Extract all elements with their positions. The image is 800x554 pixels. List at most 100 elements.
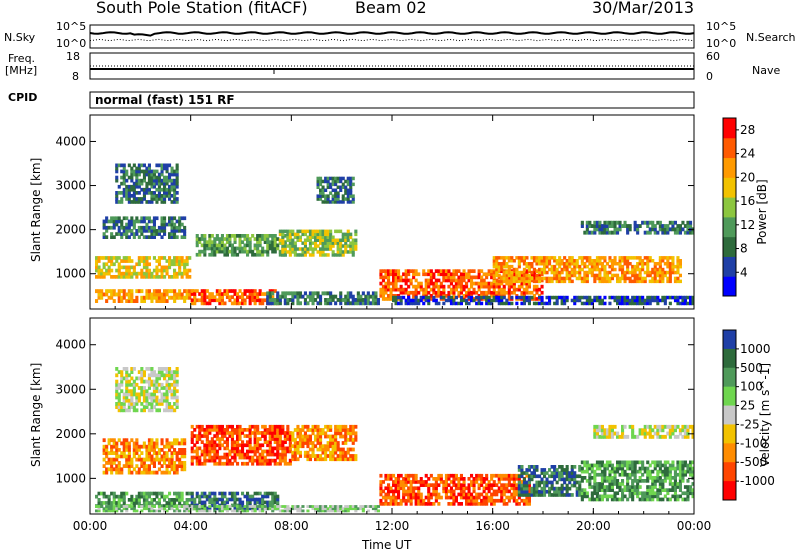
- heatmap-cell: [195, 240, 199, 244]
- heatmap-cell: [165, 408, 169, 413]
- heatmap-cell: [422, 272, 426, 277]
- heatmap-cell: [429, 297, 433, 301]
- heatmap-cell: [492, 270, 496, 275]
- heatmap-cell: [125, 370, 129, 374]
- heatmap-cell: [117, 467, 121, 472]
- heatmap-cell: [316, 457, 320, 462]
- heatmap-cell: [261, 434, 265, 438]
- heatmap-cell: [157, 191, 161, 195]
- heatmap-cell: [432, 486, 436, 491]
- heatmap-cell: [251, 449, 255, 454]
- heatmap-cell: [142, 464, 146, 468]
- heatmap-cell: [500, 267, 504, 272]
- heatmap-cell: [190, 289, 194, 293]
- heatmap-cell: [409, 498, 413, 503]
- heatmap-cell: [605, 270, 609, 275]
- heatmap-cell: [203, 301, 207, 306]
- heatmap-cell: [570, 493, 574, 497]
- heatmap-cell: [623, 298, 627, 303]
- heatmap-cell: [527, 267, 531, 272]
- heatmap-cell: [137, 448, 141, 452]
- heatmap-cell: [603, 488, 607, 492]
- heatmap-cell: [538, 287, 542, 292]
- heatmap-cell: [492, 502, 496, 506]
- heatmap-cell: [661, 224, 665, 228]
- heatmap-cell: [298, 291, 302, 296]
- heatmap-cell: [256, 455, 260, 460]
- heatmap-cell: [163, 187, 167, 192]
- heatmap-cell: [236, 295, 240, 299]
- heatmap-cell: [210, 243, 214, 248]
- heatmap-cell: [281, 250, 285, 254]
- heatmap-cell: [281, 294, 285, 299]
- heatmap-cell: [409, 298, 413, 303]
- heatmap-cell: [427, 278, 431, 283]
- heatmap-cell: [663, 479, 667, 483]
- heatmap-cell: [241, 240, 245, 244]
- heatmap-cell: [578, 256, 582, 260]
- y-tick-label: 1000: [55, 267, 86, 281]
- heatmap-cell: [130, 405, 134, 409]
- heatmap-cell: [334, 194, 338, 198]
- heatmap-cell: [147, 494, 151, 499]
- heatmap-cell: [618, 267, 622, 272]
- heatmap-cell: [656, 270, 660, 275]
- station-title: South Pole Station (fitACF): [96, 0, 308, 17]
- heatmap-cell: [291, 244, 295, 248]
- heatmap-cell: [293, 247, 297, 251]
- heatmap-cell: [646, 485, 650, 489]
- heatmap-cell: [130, 392, 134, 397]
- heatmap-cell: [555, 259, 559, 263]
- heatmap-cell: [633, 276, 637, 281]
- heatmap-cell: [248, 437, 252, 441]
- heatmap-cell: [122, 271, 126, 276]
- heatmap-cell: [565, 259, 569, 263]
- heatmap-cell: [137, 197, 141, 201]
- heatmap-cell: [178, 295, 182, 300]
- heatmap-cell: [115, 470, 119, 475]
- heatmap-cell: [626, 270, 630, 275]
- heatmap-cell: [497, 267, 501, 272]
- heatmap-cell: [110, 438, 114, 443]
- heatmap-cell: [646, 497, 650, 502]
- heatmap-cell: [163, 256, 167, 260]
- heatmap-cell: [175, 197, 179, 201]
- heatmap-cell: [331, 250, 335, 254]
- heatmap-cell: [314, 437, 318, 442]
- heatmap-cell: [485, 275, 489, 280]
- heatmap-cell: [130, 395, 134, 400]
- heatmap-cell: [142, 498, 146, 502]
- heatmap-cell: [188, 295, 192, 300]
- heatmap-cell: [515, 473, 519, 478]
- heatmap-cell: [331, 441, 335, 445]
- heatmap-cell: [326, 428, 330, 432]
- heatmap-cell: [130, 184, 134, 189]
- heatmap-cell: [412, 495, 416, 500]
- heatmap-cell: [127, 295, 131, 300]
- heatmap-cell: [220, 249, 224, 254]
- heatmap-cell: [444, 492, 448, 497]
- power-heatmap: [95, 163, 694, 306]
- heatmap-cell: [490, 495, 494, 500]
- heatmap-cell: [643, 479, 647, 483]
- heatmap-cell: [643, 469, 647, 474]
- heatmap-cell: [553, 295, 557, 300]
- heatmap-cell: [636, 491, 640, 496]
- heatmap-cell: [291, 241, 295, 245]
- heatmap-cell: [122, 402, 126, 406]
- heatmap-cell: [646, 230, 650, 235]
- heatmap-cell: [560, 270, 564, 275]
- heatmap-cell: [621, 256, 625, 260]
- heatmap-cell: [152, 464, 156, 468]
- heatmap-cell: [271, 289, 275, 293]
- heatmap-cell: [122, 216, 126, 221]
- heatmap-cell: [311, 428, 315, 432]
- heatmap-cell: [515, 295, 519, 300]
- heatmap-cell: [454, 301, 458, 306]
- heatmap-cell: [218, 298, 222, 303]
- heatmap-cell: [112, 219, 116, 224]
- heatmap-cell: [354, 298, 358, 302]
- heatmap-cell: [215, 449, 219, 454]
- heatmap-cell: [452, 294, 456, 298]
- heatmap-cell: [334, 444, 338, 449]
